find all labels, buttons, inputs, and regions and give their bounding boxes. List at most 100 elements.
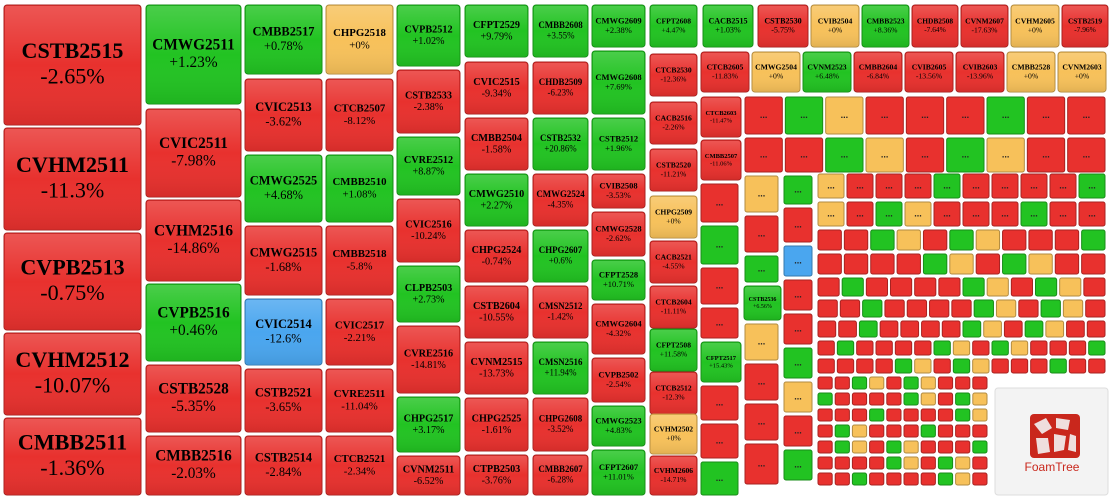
more-tile[interactable] [903,424,919,438]
tile[interactable]: CMWG2604-4.32% [591,303,646,355]
more-tile[interactable] [962,277,985,297]
more-tile[interactable]: ... [905,96,945,135]
more-tile[interactable] [817,277,840,297]
more-tile[interactable] [817,340,835,356]
more-box[interactable] [920,440,936,454]
more-box[interactable] [986,96,1025,135]
more-tile[interactable] [865,277,888,297]
more-tile[interactable]: ... [700,423,739,459]
more-tile[interactable] [903,408,919,422]
more-box[interactable] [862,299,883,318]
more-tile[interactable]: ... [991,173,1019,199]
more-box[interactable] [1068,358,1087,374]
tile[interactable]: CTCB2530-12.36% [649,53,698,97]
more-box[interactable] [991,358,1009,374]
more-tile[interactable]: ... [1078,173,1106,199]
tile[interactable]: CMWG2524-4.35% [532,173,589,227]
more-tile[interactable] [903,472,919,486]
more-box[interactable] [903,472,919,486]
tile[interactable]: CHDB2509-6.23% [532,61,589,115]
tile[interactable]: CMWG2511+1.23% [145,4,242,105]
more-tile[interactable] [851,392,868,406]
more-tile[interactable] [843,229,869,251]
more-tile[interactable]: ... [744,215,779,253]
more-tile[interactable] [903,376,919,390]
more-box[interactable] [870,253,895,275]
tile[interactable]: CVHM2516-14.86% [145,199,242,282]
more-box[interactable] [744,175,779,213]
tile[interactable]: CHPG2524-0.74% [464,229,529,283]
more-box[interactable] [886,424,902,438]
tile[interactable]: CSTB2533-2.38% [396,69,461,134]
more-box[interactable] [905,96,945,135]
more-tile[interactable] [862,299,883,318]
more-tile[interactable] [896,253,921,275]
more-tile[interactable] [951,299,972,318]
more-box[interactable] [962,173,990,199]
more-tile[interactable] [1083,277,1106,297]
tile[interactable]: CTCB2507-8.12% [325,78,394,152]
more-tile[interactable]: ... [817,201,845,227]
more-tile[interactable] [955,456,971,470]
more-box[interactable] [1078,201,1106,227]
more-tile[interactable]: ... [1026,137,1066,173]
more-box[interactable] [875,201,903,227]
more-box[interactable] [900,320,920,338]
more-tile[interactable] [869,456,885,470]
more-tile[interactable]: ... [986,96,1025,135]
more-box[interactable] [783,175,813,205]
tile[interactable]: CHPG2608-3.52% [532,397,589,452]
tile[interactable]: CSTB2520-11.21% [649,148,698,192]
more-tile[interactable] [1018,299,1039,318]
more-tile[interactable] [938,277,961,297]
more-tile[interactable] [834,376,850,390]
more-tile[interactable]: ... [700,461,739,496]
more-box[interactable] [817,253,842,275]
more-box[interactable] [817,358,835,374]
more-box[interactable] [836,358,855,374]
more-tile[interactable] [896,229,921,251]
more-tile[interactable]: ... [700,307,739,339]
tile[interactable]: CFPT2608+4.47% [649,4,698,48]
more-box[interactable] [991,340,1009,356]
more-tile[interactable] [937,392,954,406]
more-box[interactable] [817,229,842,251]
more-tile[interactable] [955,376,971,390]
more-tile[interactable] [1081,253,1106,275]
more-box[interactable] [1049,340,1067,356]
more-box[interactable] [972,424,988,438]
more-tile[interactable] [851,424,868,438]
more-box[interactable] [851,392,868,406]
tile[interactable]: CMWG2609+2.38% [591,4,646,48]
more-tile[interactable] [851,472,868,486]
more-tile[interactable]: ... [784,137,824,173]
more-tile[interactable] [1054,229,1080,251]
more-box[interactable] [921,320,940,338]
more-box[interactable] [938,277,961,297]
more-tile[interactable]: ... [744,323,779,361]
more-tile[interactable] [834,472,850,486]
more-box[interactable] [817,277,840,297]
more-tile[interactable] [937,472,954,486]
tile[interactable]: CVIB2508-3.53% [591,173,646,209]
more-box[interactable] [783,313,813,345]
more-tile[interactable]: ... [1049,201,1077,227]
tile[interactable]: CMWG2528-2.62% [591,211,646,257]
more-box[interactable] [843,229,869,251]
more-tile[interactable] [1035,277,1058,297]
more-tile[interactable]: ... [783,245,813,277]
more-box[interactable] [783,279,813,311]
more-tile[interactable] [856,340,874,356]
more-box[interactable] [1010,277,1033,297]
more-box[interactable] [955,472,971,486]
more-tile[interactable] [843,253,869,275]
tile[interactable]: CVIC2513-3.62% [244,78,323,152]
more-tile[interactable] [894,340,913,356]
more-tile[interactable] [1088,340,1106,356]
tile[interactable]: CVHM2511-11.3% [3,127,142,231]
more-box[interactable] [904,201,932,227]
more-tile[interactable]: ... [825,96,864,135]
more-box[interactable] [941,320,961,338]
more-tile[interactable] [937,424,954,438]
more-tile[interactable] [955,472,971,486]
